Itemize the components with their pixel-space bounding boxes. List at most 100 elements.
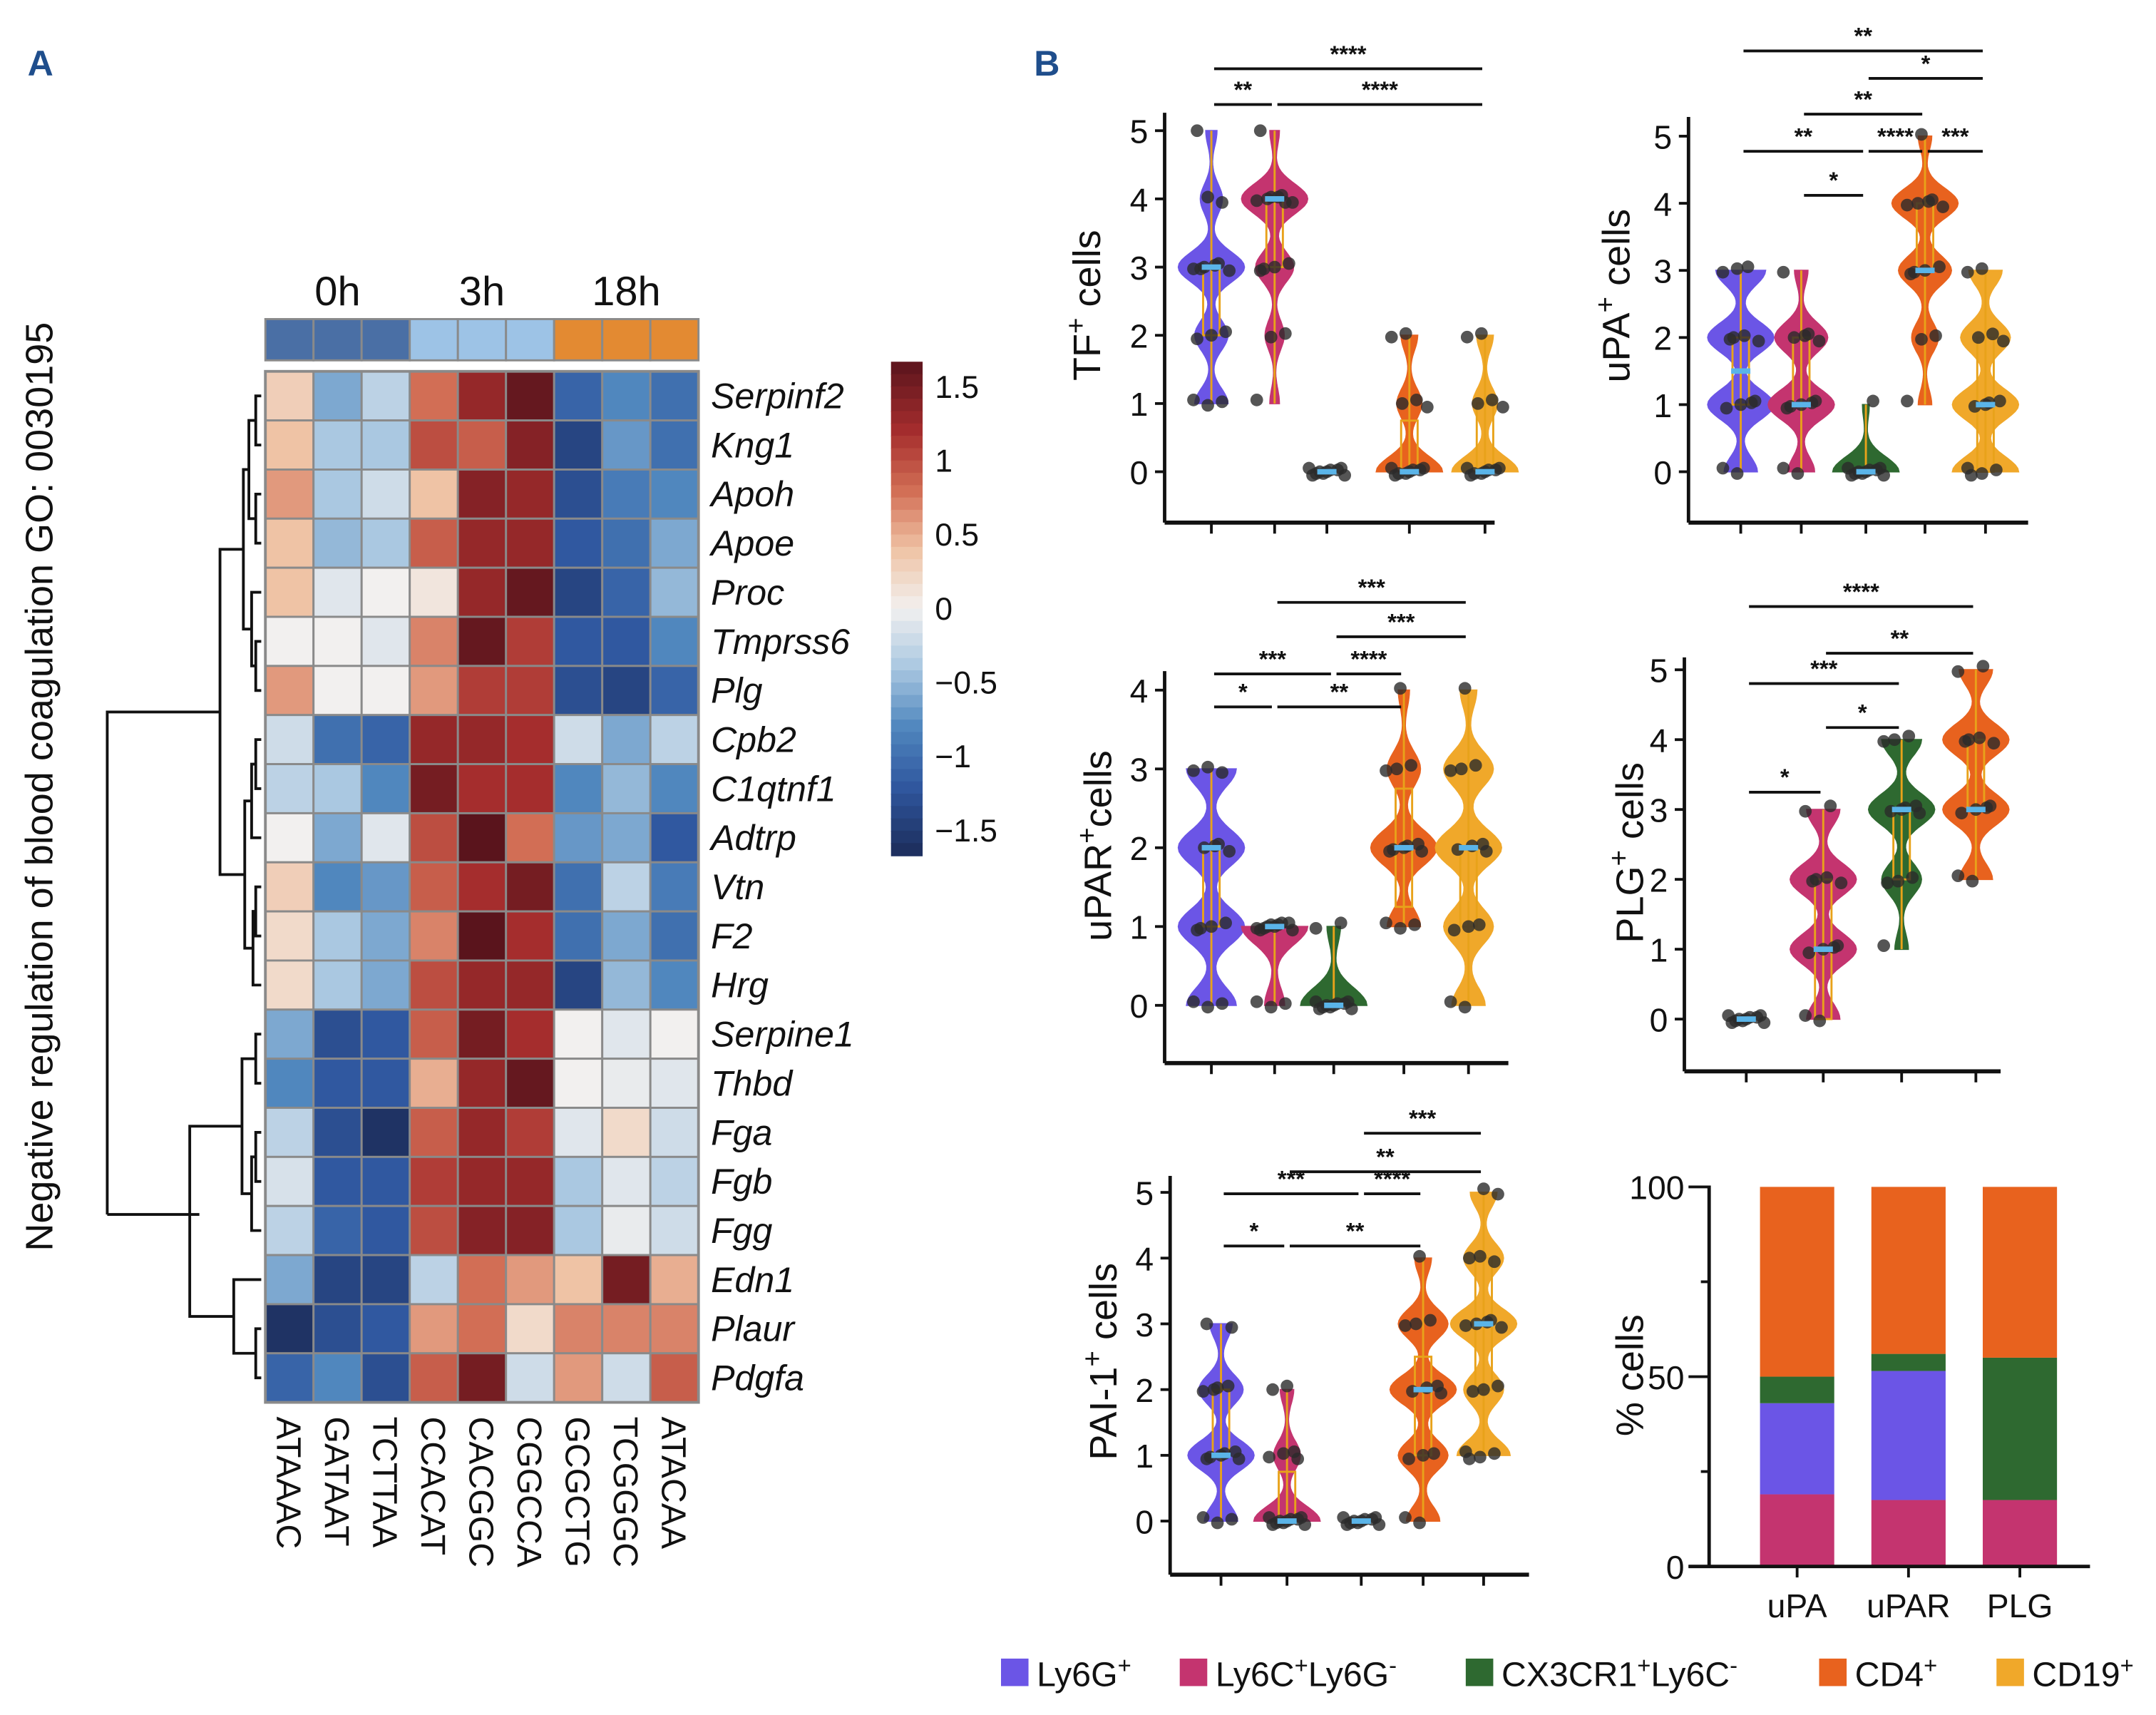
colorbar-segment	[890, 522, 923, 536]
heatmap-cell	[312, 566, 363, 618]
colorbar-segment	[890, 720, 923, 733]
y-tick-label: 3	[1650, 792, 1668, 829]
data-point	[1474, 1249, 1487, 1263]
data-point	[1933, 260, 1946, 274]
data-point	[1205, 329, 1218, 342]
significance-label: **	[1234, 76, 1253, 103]
legend-label-sup: +	[1118, 1652, 1131, 1678]
data-point	[1901, 198, 1914, 212]
colorbar-segment	[890, 436, 923, 449]
y-label-rest: cells	[1595, 209, 1638, 297]
y-axis-label: TF+ cells	[1060, 230, 1109, 381]
data-point	[1990, 464, 2003, 476]
violin-group-CD19	[1451, 327, 1519, 482]
heatmap-ylabel: Negative regulation of blood coagulation…	[18, 322, 61, 1251]
colorbar-tick-label: −1	[935, 739, 971, 774]
significance-label: ***	[1409, 1105, 1437, 1132]
y-tick-label: 0	[1650, 1001, 1668, 1038]
colorbar-segment	[890, 546, 923, 560]
heatmap-cell	[553, 615, 604, 667]
bar-segment-Ly6C	[1760, 1494, 1834, 1567]
violin-group-Ly6C	[1767, 265, 1835, 480]
y-tick-label: 1	[1650, 931, 1668, 968]
heatmap-cell	[601, 1155, 652, 1207]
y-tick-label: 5	[1130, 113, 1149, 150]
median-marker	[1813, 946, 1833, 952]
data-point	[1777, 265, 1790, 279]
data-point	[1495, 1321, 1508, 1334]
legend-label-text: Ly6C	[1651, 1655, 1730, 1694]
gene-label: Kng1	[711, 425, 794, 465]
data-point	[1427, 1447, 1440, 1460]
data-point	[1951, 869, 1965, 883]
data-point	[1211, 1516, 1224, 1530]
data-point	[1263, 1450, 1275, 1464]
heatmap-cell	[409, 1254, 459, 1306]
heatmap-cell	[360, 714, 411, 765]
heatmap-cell	[456, 419, 508, 471]
median-marker	[1891, 807, 1911, 813]
colorbar-segment	[890, 843, 923, 856]
data-point	[1488, 1255, 1501, 1269]
data-point	[1809, 873, 1823, 886]
colorbar-segment	[890, 707, 923, 721]
legend-label-text: CD4	[1855, 1655, 1924, 1694]
heatmap-cell	[312, 1008, 363, 1060]
heatmap-cell	[601, 566, 652, 618]
y-label-rest: cells	[1066, 230, 1109, 317]
panel-b-letter: B	[1034, 43, 1059, 83]
y-tick-label: 1	[1130, 386, 1149, 423]
data-point	[1410, 393, 1423, 406]
legend-item-Ly6G: Ly6G+	[1001, 1652, 1131, 1694]
heatmap-cell	[649, 665, 700, 717]
colorbar-segment	[890, 695, 923, 709]
heatmap-cell	[505, 419, 555, 471]
data-point	[1216, 766, 1228, 779]
data-point	[1964, 469, 1978, 482]
time-annotation-cell	[264, 318, 315, 362]
data-point	[1372, 1518, 1386, 1531]
data-point	[1221, 1379, 1235, 1393]
heatmap-cell	[264, 959, 315, 1011]
legend-label: CX3CR1+Ly6C-	[1502, 1652, 1737, 1694]
heatmap-cell	[360, 812, 411, 864]
heatmap-cell	[649, 615, 700, 667]
data-point	[1417, 1448, 1429, 1462]
data-point	[1799, 1009, 1812, 1022]
y-tick-label: 2	[1135, 1372, 1154, 1409]
violin-group-CD4	[1370, 682, 1438, 935]
data-point	[1413, 1249, 1426, 1263]
heatmap-cell	[649, 763, 700, 814]
data-point	[1936, 200, 1949, 213]
data-point	[1488, 1447, 1501, 1460]
data-point	[1460, 330, 1474, 344]
heatmap-cell	[649, 812, 700, 864]
y-label-rest: cells	[1609, 762, 1652, 850]
significance-label: *	[1829, 167, 1838, 193]
panel-a-letter: A	[28, 43, 53, 83]
heatmap-cell	[649, 714, 700, 765]
colorbar-segment	[890, 794, 923, 807]
heatmap-cell	[649, 1352, 700, 1404]
y-tick-label: 1	[1653, 387, 1672, 424]
colorbar-segment	[890, 559, 923, 573]
legend-label: Ly6C+Ly6G-	[1216, 1652, 1397, 1694]
colorbar-segment	[890, 670, 923, 684]
bar-segment-CD4	[1760, 1187, 1834, 1377]
colorbar-tick-label: −1.5	[935, 814, 997, 849]
significance-label: ***	[1278, 1165, 1305, 1192]
heatmap-cell	[264, 1008, 315, 1060]
heatmap-cell	[264, 370, 315, 422]
y-label-sup: +	[1077, 1351, 1108, 1367]
heatmap-cell	[505, 812, 555, 864]
colorbar-segment	[890, 781, 923, 795]
legend-swatch	[1819, 1658, 1847, 1686]
legend-label: CD19+	[2032, 1652, 2133, 1694]
column-barcode-label: CGGCCA	[510, 1416, 548, 1567]
column-barcode-label: CACGGC	[462, 1416, 500, 1567]
heatmap-cell	[264, 1254, 315, 1306]
heatmap-cell	[553, 469, 604, 520]
heatmap-cell	[456, 1155, 508, 1207]
data-point	[1492, 1379, 1504, 1393]
